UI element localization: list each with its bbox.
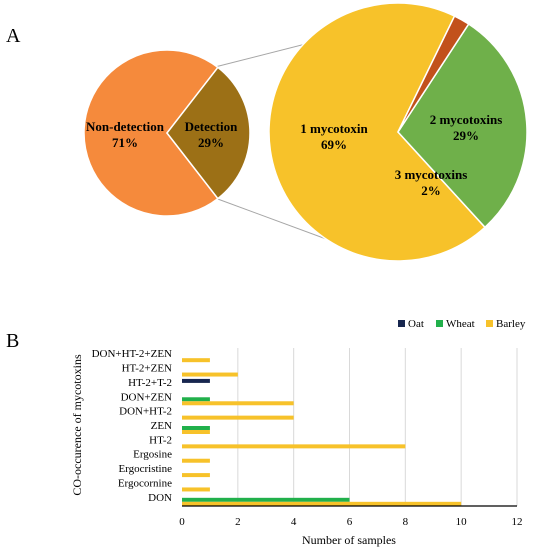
legend-swatch-oat <box>398 320 405 327</box>
y-category-don-zen: DON+ZEN <box>121 391 172 403</box>
legend-label-wheat: Wheat <box>446 318 475 330</box>
y-category-ht-2-t-2: HT-2+T-2 <box>128 377 172 389</box>
y-category-ergocornine: Ergocornine <box>118 477 172 489</box>
pie-label-detection: Detection <box>185 119 238 134</box>
y-category-labels: DON+HT-2+ZEN HT-2+ZEN HT-2+T-2 DON+ZEN DON+H… <box>92 348 173 504</box>
x-tick-10: 10 <box>456 516 468 528</box>
x-tick-8: 8 <box>403 516 409 528</box>
y-category-ergocristine: Ergocristine <box>118 463 172 475</box>
mycotoxin-pie-slice-3-mycotoxins <box>397 15 470 133</box>
pie-label-1-mycotoxin: 1 mycotoxin <box>300 121 368 136</box>
pie-percent-3-mycotoxins: 2% <box>421 183 441 198</box>
y-category-don-ht-2: DON+HT-2 <box>119 406 172 418</box>
legend: Oat Wheat Barley <box>398 318 526 330</box>
x-tick-0: 0 <box>179 516 185 528</box>
bar-barley-don-ht-2 <box>182 415 294 420</box>
y-category-ht-2: HT-2 <box>149 434 172 446</box>
panel-a-letter: A <box>6 25 21 47</box>
y-category-don-ht-2-zen: DON+HT-2+ZEN <box>92 348 172 360</box>
panel-b-letter: B <box>6 330 19 352</box>
legend-swatch-barley <box>486 320 493 327</box>
bar-barley-ht-2 <box>182 444 406 449</box>
bar-wheat-zen <box>182 426 210 430</box>
pie-label-non-detection: Non-detection <box>86 119 165 134</box>
x-tick-labels: 0 2 4 6 8 10 12 <box>179 516 522 528</box>
bar-barley-don <box>182 501 462 506</box>
connector-line-bottom <box>214 197 338 244</box>
pie-label-2-mycotoxins: 2 mycotoxins <box>430 112 503 127</box>
x-tick-12: 12 <box>512 516 523 528</box>
bar-wheat-don-zen <box>182 397 210 402</box>
legend-label-barley: Barley <box>496 318 526 330</box>
y-category-ht-2-zen: HT-2+ZEN <box>122 363 172 375</box>
pie-label-3-mycotoxins: 3 mycotoxins <box>395 167 468 182</box>
pie-percent-1-mycotoxin: 69% <box>321 137 347 152</box>
y-category-ergosine: Ergosine <box>133 449 172 461</box>
pie-percent-2-mycotoxins: 29% <box>453 128 479 143</box>
x-axis-title: Number of samples <box>302 533 396 547</box>
bar-barley-zen <box>182 430 210 434</box>
pie-percent-detection: 29% <box>198 135 224 150</box>
bar-barley-don-ht-2-zen <box>182 358 210 363</box>
bar-barley-ergosine <box>182 458 210 463</box>
bar-wheat-don <box>182 497 350 502</box>
bar-barley-ht-2-zen <box>182 372 238 377</box>
mycotoxin-pie-slice-1-mycotoxin <box>268 2 487 262</box>
bar-barley-ergocornine <box>182 487 210 492</box>
pie-percent-non-detection: 71% <box>112 135 138 150</box>
legend-label-oat: Oat <box>408 318 424 330</box>
bar-chart: 0 2 4 6 8 10 12 DON+HT-2+ZENHT-2+ZENHT-2+T-2DO… <box>70 318 526 547</box>
legend-swatch-wheat <box>436 320 443 327</box>
x-tick-2: 2 <box>235 516 241 528</box>
detection-pie-slice-non-detection <box>83 49 219 217</box>
bar-chart-bars <box>182 358 462 506</box>
detection-pie-slice-detection <box>166 66 251 200</box>
bar-barley-ergocristine <box>182 473 210 478</box>
bar-chart-gridlines <box>237 348 518 506</box>
x-tick-4: 4 <box>291 516 297 528</box>
bar-oat-ht-2-t-2 <box>182 378 210 383</box>
y-category-don: DON <box>148 492 172 504</box>
detection-pie <box>83 49 251 217</box>
y-axis-title: CO-occurence of mycotoxins <box>70 354 84 496</box>
mycotoxin-count-pie <box>268 2 528 262</box>
bar-barley-don-zen <box>182 401 294 406</box>
x-tick-6: 6 <box>347 516 353 528</box>
y-category-zen: ZEN <box>151 420 172 432</box>
mycotoxin-pie-slice-2-mycotoxins <box>397 23 528 229</box>
